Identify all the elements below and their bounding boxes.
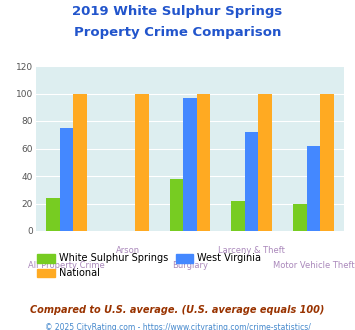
Legend: White Sulphur Springs, National, West Virginia: White Sulphur Springs, National, West Vi… (33, 249, 265, 282)
Bar (307, 146, 320, 231)
Text: Arson: Arson (116, 246, 140, 255)
Text: Compared to U.S. average. (U.S. average equals 100): Compared to U.S. average. (U.S. average … (30, 305, 325, 315)
Bar (183, 98, 197, 231)
Text: Burglary: Burglary (172, 261, 208, 270)
Text: © 2025 CityRating.com - https://www.cityrating.com/crime-statistics/: © 2025 CityRating.com - https://www.city… (45, 323, 310, 330)
Bar (197, 93, 210, 231)
Text: Larceny & Theft: Larceny & Theft (218, 246, 285, 255)
Text: Motor Vehicle Theft: Motor Vehicle Theft (273, 261, 354, 270)
Text: 2019 White Sulphur Springs: 2019 White Sulphur Springs (72, 5, 283, 18)
Text: All Property Crime: All Property Crime (28, 261, 105, 270)
Text: Property Crime Comparison: Property Crime Comparison (74, 26, 281, 39)
Bar (293, 204, 307, 231)
Bar (135, 93, 148, 231)
Bar (60, 128, 73, 231)
Bar (231, 201, 245, 231)
Bar (73, 93, 87, 231)
Bar (258, 93, 272, 231)
Bar (170, 179, 183, 231)
Bar (245, 132, 258, 231)
Bar (320, 93, 334, 231)
Bar (46, 198, 60, 231)
